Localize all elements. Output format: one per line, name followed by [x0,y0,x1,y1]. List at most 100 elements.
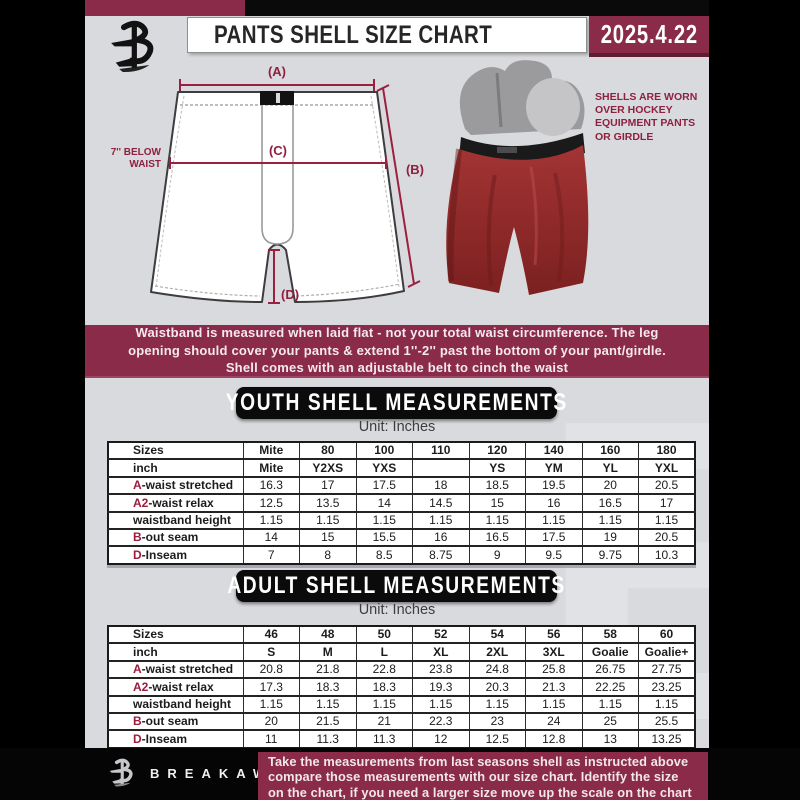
belt-buckle-slot [276,93,280,103]
table-cell: 21.3 [525,677,583,696]
table-row: A-waist stretched 16.3 17 17.5 18 18.5 19.5 20 2… [107,475,696,495]
table-cell: M [299,642,357,661]
table-cell: YXS [355,458,413,477]
table-cell: 25.5 [638,711,696,731]
size-chart-document: PANTS SHELL SIZE CHART 2025.4.22 (A) (C) [85,0,709,748]
table-cell: 1.15 [242,694,300,713]
info-banner-line: Waistband is measured when laid flat - n… [135,325,659,341]
table-cell: YL [581,458,639,477]
table-cell: 22.8 [355,659,413,679]
table-cell: 26.75 [581,659,639,679]
table-cell: 1.15 [638,510,696,529]
row-label: B-out seam [107,711,244,731]
table-cell: 18.3 [299,677,357,696]
table-cell: 160 [581,442,639,460]
below-waist-note: 7'' BELOW WAIST [110,147,161,170]
table-cell: 21.5 [299,711,357,731]
table-cell: 1.15 [355,510,413,529]
shell-crease-2 [553,172,565,282]
table-cell: 46 [242,626,300,644]
table-cell: 23.8 [412,659,470,679]
shell-highlight [529,166,538,266]
table-cell: 21 [355,711,413,731]
youth-banner-title: YOUTH SHELL MEASUREMENTS [225,389,568,416]
table-cell: 14.5 [412,493,470,512]
table-cell: Y2XS [299,458,357,477]
table-cell: 9.5 [525,545,583,564]
row-label-prefix: A [133,478,142,493]
table-cell: 9.75 [581,545,639,564]
youth-size-table: Sizes Mite 80 100 110 120 140 160 180 inch Mite Y2X… [107,441,696,565]
table-row: Sizes Mite 80 100 110 120 140 160 180 [107,442,696,460]
table-cell: YS [468,458,526,477]
row-label: A-waist stretched [107,659,244,679]
left-hem-stitch [154,285,261,297]
table-cell: YXL [638,458,696,477]
dimension-d-line [268,249,280,304]
adult-unit-label: Unit: Inches [358,602,436,618]
row-label-prefix: B [133,530,142,545]
info-banner-line: Shell comes with an adjustable belt to c… [225,360,569,376]
row-label: Sizes [107,626,244,644]
row-label: B-out seam [107,527,244,547]
table-cell: 1.15 [638,694,696,713]
table-cell: 17 [299,475,357,495]
table-cell: 20.5 [638,527,696,547]
table-row: inch Mite Y2XS YXS YS YM YL YXL [107,458,696,477]
dimension-d-label: (D) [281,287,299,302]
date-badge: 2025.4.22 [589,16,709,57]
table-cell: XL [412,642,470,661]
dimension-b-label: (B) [406,162,424,177]
table-cell: 140 [525,442,583,460]
table-row: A-waist stretched 20.8 21.8 22.8 23.8 24.8 25.… [107,659,696,679]
table-cell: 60 [638,626,696,644]
shell-body [446,145,589,295]
table-cell: 58 [581,626,639,644]
table-cell: 2XL [468,642,526,661]
shell-note: SHELLS ARE WORN OVER HOCKEY EQUIPMENT PA… [595,91,698,143]
row-label: waistband height [107,694,244,713]
table-cell: YM [525,458,583,477]
table-cell: 1.15 [412,694,470,713]
table-cell: 100 [355,442,413,460]
row-label: Sizes [107,442,244,460]
table-cell [412,458,470,477]
table-cell: 16.3 [242,475,300,495]
table-cell: 1.15 [242,510,300,529]
dimension-c-label: (C) [269,143,287,158]
table-cell: 1.15 [581,694,639,713]
table-cell: 52 [412,626,470,644]
table-cell: 20 [242,711,300,731]
table-cell: 1.15 [468,510,526,529]
table-cell: 1.15 [525,694,583,713]
table-cell: 180 [638,442,696,460]
table-cell: 22.3 [412,711,470,731]
table-row: inch S M L XL 2XL 3XL Goalie Goalie+ [107,642,696,661]
table-cell: 22.25 [581,677,639,696]
shorts-outline [150,91,405,303]
table-cell: Mite [242,442,300,460]
table-row: A2-waist relax 12.5 13.5 14 14.5 15 16 16.5 17 [107,493,696,512]
youth-section-banner: YOUTH SHELL MEASUREMENTS [225,387,566,419]
row-label-prefix: B [133,714,142,729]
right-hem-stitch [295,283,401,297]
table-cell: S [242,642,300,661]
row-label: A-waist stretched [107,475,244,495]
table-row: D-Inseam 11 11.3 11.3 12 12.5 12.8 13 13.25 [107,729,696,748]
row-label-prefix: A2 [133,495,149,510]
shorts-fly-seam [261,93,294,245]
footer-note: Take the measurements from last seasons … [258,752,708,800]
shell-crease-1 [486,174,497,286]
row-label-prefix: A [133,662,142,677]
breakaway-logo-icon [111,20,154,72]
table-cell: 12.8 [525,729,583,748]
table-cell: 120 [468,442,526,460]
table-cell: 1.15 [299,694,357,713]
table-row: B-out seam 14 15 15.5 16 16.5 17.5 19 20.5 [107,527,696,547]
dimension-a-line [179,79,375,91]
table-cell: 20.5 [638,475,696,495]
table-cell: 8 [299,545,357,564]
table-cell: 14 [242,527,300,547]
info-banner: Waistband is measured when laid flat - n… [85,325,709,378]
table-cell: 13.5 [299,493,357,512]
